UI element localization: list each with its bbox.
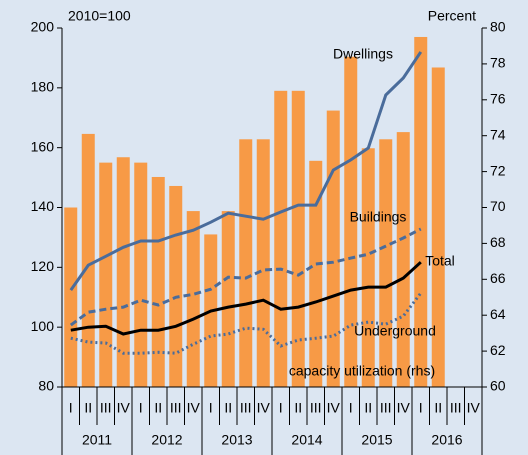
line <box>69 51 423 291</box>
line <box>69 227 422 327</box>
bar <box>274 90 288 387</box>
x-tick-label: I <box>69 400 73 416</box>
bar <box>379 139 393 387</box>
year-label: 2015 <box>361 432 392 448</box>
y-tick-label: 80 <box>38 378 54 394</box>
bar <box>64 207 78 387</box>
x-tick-label: IV <box>397 400 411 416</box>
series-label: Buildings <box>350 209 407 225</box>
x-tick-label: IV <box>187 400 201 416</box>
y-tick-label: 140 <box>31 198 55 214</box>
x-tick-label: IV <box>257 400 271 416</box>
line <box>70 292 422 355</box>
bar <box>81 133 95 387</box>
series-label: Total <box>425 253 455 269</box>
x-tick-label: II <box>294 400 302 416</box>
series-label: capacity utilization (rhs) <box>289 363 435 379</box>
bar <box>344 56 358 387</box>
x-tick-label: I <box>419 400 423 416</box>
y2-tick-label: 70 <box>490 198 506 214</box>
year-label: 2012 <box>151 432 182 448</box>
y2-tick-label: 74 <box>490 126 506 142</box>
x-tick-label: IV <box>327 400 341 416</box>
bar <box>361 148 375 387</box>
x-tick-label: III <box>380 400 392 416</box>
y-tick-label: 120 <box>31 258 55 274</box>
y2-tick-label: 80 <box>490 19 506 35</box>
year-label: 2011 <box>82 432 112 448</box>
bar <box>221 211 235 387</box>
x-tick-label: I <box>139 400 143 416</box>
year-label: 2014 <box>291 432 322 448</box>
x-tick-label: IV <box>117 400 131 416</box>
x-tick-label: IV <box>467 400 481 416</box>
y2-tick-label: 76 <box>490 91 506 107</box>
bar <box>396 132 410 387</box>
series-label: Underground <box>354 323 436 339</box>
x-tick-label: III <box>240 400 252 416</box>
y-tick-label: 180 <box>31 79 55 95</box>
x-tick-label: I <box>349 400 353 416</box>
y2-tick-label: 78 <box>490 55 506 71</box>
bar <box>169 185 183 387</box>
bar <box>326 110 340 387</box>
y2-tick-label: 60 <box>490 378 506 394</box>
x-tick-label: II <box>84 400 92 416</box>
x-tick-label: I <box>279 400 283 416</box>
bar <box>256 139 270 387</box>
y-tick-label: 200 <box>31 19 55 35</box>
x-tick-label: III <box>100 400 112 416</box>
x-tick-label: II <box>154 400 162 416</box>
bar <box>239 139 253 387</box>
x-tick-label: III <box>170 400 182 416</box>
y2-tick-label: 72 <box>490 162 506 178</box>
right-axis-label: Percent <box>428 8 476 24</box>
bar <box>151 176 165 387</box>
bar <box>99 162 113 387</box>
line <box>70 261 422 336</box>
left-axis-label: 2010=100 <box>68 8 131 24</box>
bar <box>186 211 200 387</box>
bar <box>309 160 323 387</box>
bar <box>134 162 148 387</box>
series-label: Dwellings <box>333 46 393 62</box>
y-tick-label: 160 <box>31 138 55 154</box>
x-tick-label: II <box>434 400 442 416</box>
y2-tick-label: 62 <box>490 342 506 358</box>
y2-tick-label: 66 <box>490 270 506 286</box>
x-tick-label: II <box>364 400 372 416</box>
y2-tick-label: 68 <box>490 234 506 250</box>
y-tick-label: 100 <box>31 318 55 334</box>
year-label: 2016 <box>431 432 462 448</box>
bar <box>291 90 305 387</box>
bar <box>431 67 445 388</box>
x-tick-label: III <box>450 400 462 416</box>
year-label: 2013 <box>221 432 252 448</box>
x-tick-label: I <box>209 400 213 416</box>
y2-tick-label: 64 <box>490 306 506 322</box>
x-tick-label: II <box>224 400 232 416</box>
bar <box>116 157 130 387</box>
x-tick-label: III <box>310 400 322 416</box>
